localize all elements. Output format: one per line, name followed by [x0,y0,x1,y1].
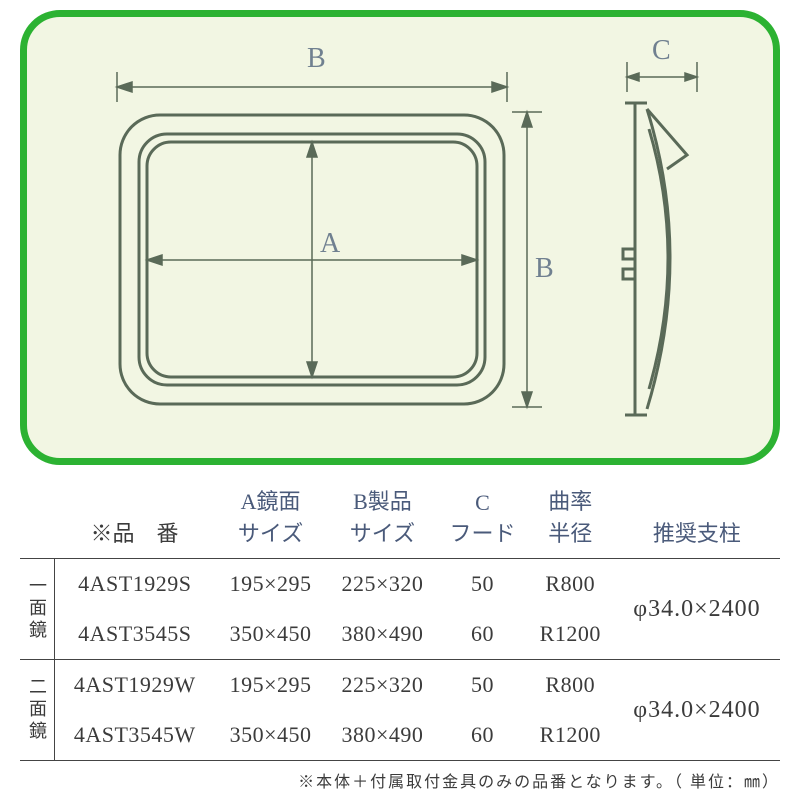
diagram-panel: B B C [20,10,780,465]
col-b: B製品 サイズ [327,478,439,559]
footnote: ※本体＋付属取付金具のみの品番となります。（ 単位：㎜） [20,768,780,792]
cell-r: R1200 [527,609,614,660]
cell-b: 225×320 [327,660,439,711]
header-row: ※品 番 A鏡面 サイズ B製品 サイズ C フード 曲率 半径 推奨支柱 [20,478,780,559]
cell-pn: 4AST1929S [55,559,215,610]
group-label: 一面鏡 [20,559,55,660]
recommend-cell: φ34.0×2400 [614,559,780,660]
dim-label-c: C [652,35,671,66]
cell-pn: 4AST3545W [55,710,215,761]
col-a: A鏡面 サイズ [215,478,327,559]
cell-r: R800 [527,660,614,711]
table-row: 一面鏡4AST1929S195×295225×32050R800φ34.0×24… [20,559,780,610]
spec-table: ※品 番 A鏡面 サイズ B製品 サイズ C フード 曲率 半径 推奨支柱 一面… [20,478,780,761]
recommend-cell: φ34.0×2400 [614,660,780,761]
cell-r: R1200 [527,710,614,761]
col-partno: ※品 番 [55,478,215,559]
cell-c: 50 [438,660,526,711]
cell-c: 60 [438,609,526,660]
table-row: 二面鏡4AST1929W195×295225×32050R800φ34.0×24… [20,660,780,711]
cell-a: 195×295 [215,559,327,610]
cell-b: 225×320 [327,559,439,610]
dim-label-b-right: B [535,253,554,284]
cell-b: 380×490 [327,609,439,660]
cell-pn: 4AST1929W [55,660,215,711]
group-label: 二面鏡 [20,660,55,761]
dim-label-b-top: B [307,43,326,74]
cell-r: R800 [527,559,614,610]
dim-label-a: A [320,228,341,259]
col-radius: 曲率 半径 [527,478,614,559]
cell-pn: 4AST3545S [55,609,215,660]
cell-c: 60 [438,710,526,761]
cell-a: 350×450 [215,710,327,761]
cell-a: 350×450 [215,609,327,660]
cell-b: 380×490 [327,710,439,761]
col-c: C フード [438,478,526,559]
col-recommend: 推奨支柱 [614,478,780,559]
cell-c: 50 [438,559,526,610]
dimension-diagram: B B C [27,17,773,458]
cell-a: 195×295 [215,660,327,711]
spec-table-wrap: ※品 番 A鏡面 サイズ B製品 サイズ C フード 曲率 半径 推奨支柱 一面… [20,478,780,761]
